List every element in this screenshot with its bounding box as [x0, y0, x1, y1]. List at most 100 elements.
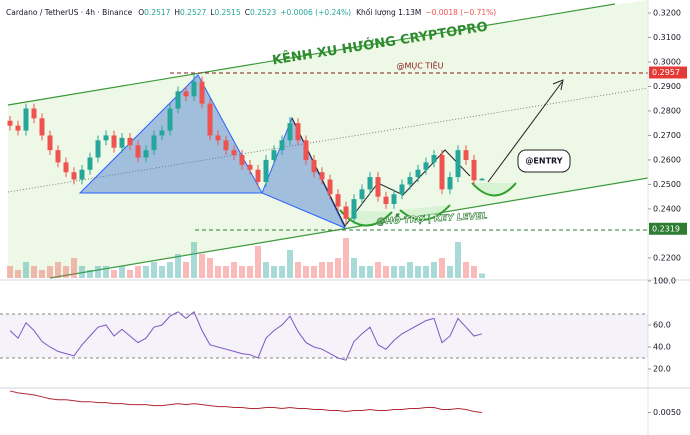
candle-body [343, 206, 349, 219]
candle-body [383, 196, 389, 205]
candle-body [463, 150, 469, 160]
volume-bar [471, 266, 477, 278]
volume-bar [287, 250, 293, 278]
volume-bar [111, 270, 117, 278]
candle-body [135, 145, 141, 158]
volume-bar [359, 266, 365, 278]
volume-bar [399, 266, 405, 278]
volume-bar [95, 266, 101, 278]
volume-bar [39, 270, 45, 278]
candle-body [79, 169, 85, 180]
y-tick-label: 0.3100 [653, 33, 681, 42]
candle-body [199, 81, 205, 104]
y-tick-label: 0.2900 [653, 82, 681, 91]
volume-bar [199, 254, 205, 278]
volume-bar [455, 242, 461, 278]
volume-bar [167, 262, 173, 278]
target-arrow [487, 81, 563, 183]
band-fill [0, 314, 648, 358]
candle-body [127, 137, 133, 146]
candle-body [63, 162, 69, 173]
price-tag-label: 0.2957 [652, 68, 680, 77]
candle-body [327, 179, 333, 195]
arrow-head [552, 79, 564, 91]
candle-body [223, 140, 229, 151]
ohlc-key: L [210, 8, 215, 17]
volume-bar [127, 270, 133, 278]
y-tick-label: 0.0050 [653, 408, 681, 417]
volume-bar [159, 266, 165, 278]
volume-bar [375, 262, 381, 278]
volume-bar [463, 262, 469, 278]
y-tick-label: 0.2400 [653, 204, 681, 213]
header-title: Cardano / TetherUS · 4h · Binance [6, 8, 133, 17]
volume-bar [7, 266, 13, 278]
candle-body [119, 137, 125, 148]
candle-body [431, 155, 437, 163]
ohlc-key: C [245, 8, 250, 17]
volume-bar [279, 266, 285, 278]
volume-bar [431, 262, 437, 278]
y-tick-label: 0.2500 [653, 180, 681, 189]
volume-bar [135, 266, 141, 278]
volume-bar [47, 266, 53, 278]
volume-bar [319, 262, 325, 278]
target-label: @MỤC TIÊU [396, 60, 443, 71]
candle-body [335, 194, 341, 207]
volume-bar [223, 266, 229, 278]
candle-body [439, 155, 445, 190]
y-tick-label: 0.2200 [653, 253, 681, 262]
volume-bar [71, 258, 77, 278]
candle-body [95, 140, 101, 158]
channel-lower [49, 177, 649, 279]
channel-fill [8, 0, 648, 278]
volume-bar [103, 266, 109, 278]
volume-bar [15, 270, 21, 278]
volume-bar [407, 262, 413, 278]
volume-bar [391, 266, 397, 278]
candle-body [71, 172, 77, 180]
candle-body [367, 177, 373, 190]
channel-upper [7, 3, 616, 106]
volume-bar [415, 266, 421, 278]
candle-body [159, 130, 165, 136]
candle-body [415, 169, 421, 178]
ohlc-value: 0.2527 [180, 8, 206, 17]
y-tick-label: 100.0 [653, 277, 676, 286]
candle-body [7, 120, 13, 126]
volume-bar [231, 262, 237, 278]
volume-bar [191, 242, 197, 278]
volume-bar [215, 266, 221, 278]
candle-body [279, 140, 285, 151]
volume-bar [327, 262, 333, 278]
indicator-line [9, 390, 483, 413]
candle-body [55, 150, 61, 163]
change: +0.0006 (+0.24%) [280, 8, 351, 17]
volume-bar [335, 258, 341, 278]
y-tick-label: 0.2800 [653, 106, 681, 115]
candle-body [263, 159, 269, 182]
candle-body [87, 157, 93, 170]
candle-body [271, 150, 277, 160]
y-tick-label: 60.0 [653, 321, 671, 330]
candle-body [111, 135, 117, 148]
candle-body [351, 199, 357, 219]
candle-body [215, 135, 221, 141]
volume-bar [351, 258, 357, 278]
candle-body [167, 108, 173, 131]
ohlc-value: 0.2523 [250, 8, 276, 17]
candle-body [447, 177, 453, 190]
y-tick-label: 40.0 [653, 343, 671, 352]
volume-bar [23, 262, 29, 278]
y-tick-label: 20.0 [653, 365, 671, 374]
ohlc-key: O [138, 8, 144, 17]
volume-label: Khối lượng 1.13M [356, 8, 421, 17]
volume-bar [175, 254, 181, 278]
candle-body [239, 155, 245, 165]
candle-body [151, 135, 157, 151]
ohlc-key: H [174, 8, 180, 17]
y-tick-label: 0.3200 [653, 8, 681, 17]
candle-body [207, 103, 213, 136]
volume-bar [271, 266, 277, 278]
